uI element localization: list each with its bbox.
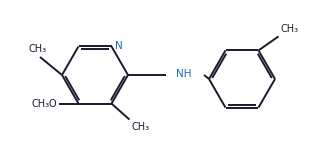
Text: CH₃: CH₃ <box>131 122 150 132</box>
Text: N: N <box>115 41 122 51</box>
Text: CH₃: CH₃ <box>31 99 50 109</box>
Text: CH₃: CH₃ <box>280 24 298 34</box>
Text: CH₃: CH₃ <box>29 44 47 54</box>
Text: O: O <box>49 99 56 109</box>
Text: NH: NH <box>176 69 192 79</box>
